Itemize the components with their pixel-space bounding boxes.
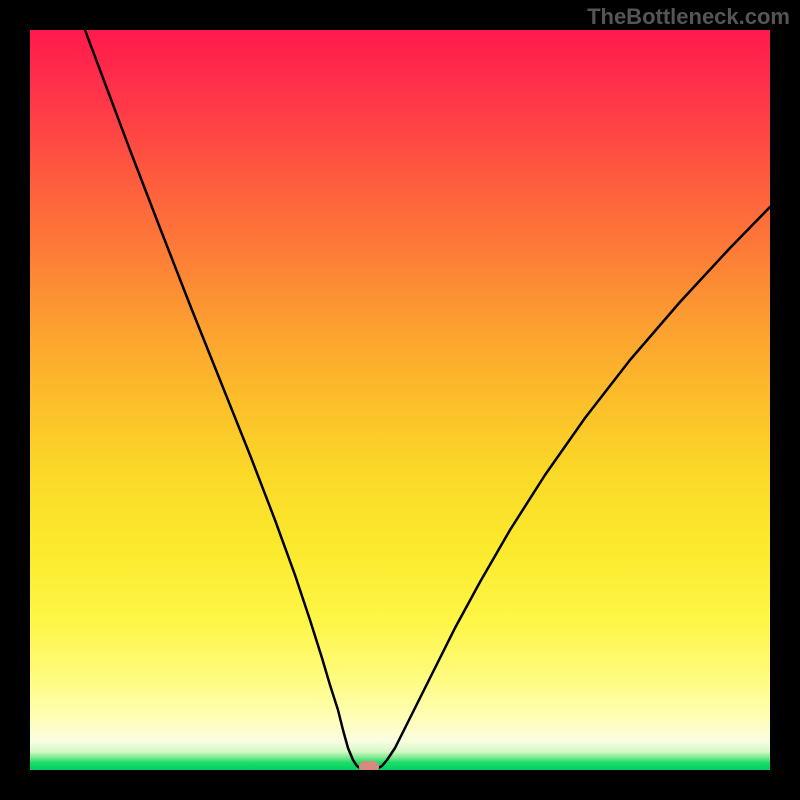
optimum-marker xyxy=(359,761,379,770)
bottleneck-curve xyxy=(30,30,770,770)
figure-canvas: TheBottleneck.com xyxy=(0,0,800,800)
watermark-text: TheBottleneck.com xyxy=(587,4,790,30)
plot-area xyxy=(30,30,770,770)
curve-path xyxy=(85,30,770,768)
